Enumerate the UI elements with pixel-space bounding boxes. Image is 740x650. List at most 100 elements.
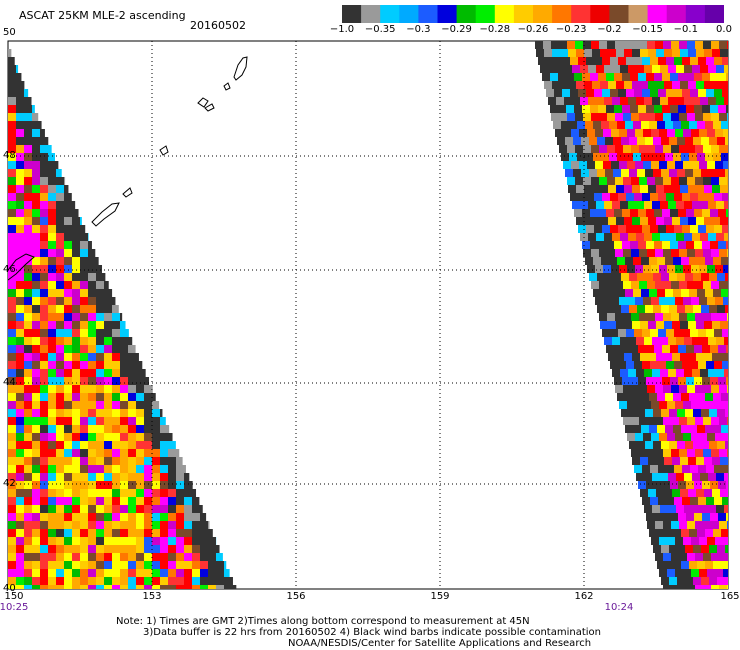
island-outline: [204, 103, 215, 112]
swath-cell: [633, 289, 641, 297]
swath-cell: [632, 217, 640, 225]
swath-cell: [48, 425, 56, 433]
swath-cell: [671, 449, 679, 457]
swath-cell: [607, 249, 615, 257]
swath-cell: [64, 193, 72, 201]
swath-cell: [669, 137, 677, 145]
swath-cell: [673, 393, 681, 401]
swath-cell: [659, 537, 667, 545]
swath-cell: [634, 329, 642, 337]
swath-cell: [112, 577, 120, 585]
swath-cell: [40, 569, 48, 577]
swath-cell: [655, 553, 663, 561]
swath-cell: [650, 193, 658, 201]
swath-cell: [16, 473, 24, 481]
swath-cell: [40, 353, 48, 361]
swath-cell: [595, 161, 603, 169]
swath-cell: [663, 385, 671, 393]
swath-cell: [24, 321, 32, 329]
swath-cell: [573, 169, 581, 177]
swath-cell: [693, 137, 701, 145]
swath-cell: [64, 313, 72, 321]
swath-cell: [8, 209, 16, 217]
swath-cell: [642, 225, 650, 233]
swath-cell: [16, 513, 24, 521]
swath-cell: [704, 49, 712, 57]
swath-cell: [647, 113, 655, 121]
swath-cell: [707, 161, 715, 169]
swath-cell: [673, 121, 681, 129]
swath-cell: [654, 209, 662, 217]
swath-cell: [633, 257, 641, 265]
swath-cell: [678, 105, 686, 113]
swath-cell: [32, 353, 40, 361]
swath-cell: [648, 489, 656, 497]
swath-cell: [72, 233, 80, 241]
colorbar-swatch: [628, 5, 649, 23]
swath-cell: [566, 73, 574, 81]
swath-cell: [536, 49, 544, 57]
swath-cell: [16, 505, 24, 513]
swath-cell: [40, 425, 48, 433]
swath-cell: [657, 529, 665, 537]
swath-cell: [176, 545, 184, 553]
swath-cell: [631, 113, 639, 121]
swath-cell: [668, 473, 676, 481]
swath-cell: [160, 585, 168, 589]
swath-cell: [703, 145, 711, 153]
swath-cell: [72, 521, 80, 529]
swath-cell: [644, 97, 652, 105]
swath-cell: [700, 473, 708, 481]
swath-cell: [8, 337, 16, 345]
swath-cell: [16, 577, 24, 585]
swath-cell: [208, 553, 216, 561]
swath-cell: [88, 393, 96, 401]
swath-cell: [600, 81, 608, 89]
swath-cell: [688, 321, 696, 329]
swath-cell: [24, 81, 25, 89]
swath-cell: [168, 465, 176, 473]
swath-cell: [120, 505, 128, 513]
swath-cell: [717, 577, 725, 585]
island-outline: [223, 82, 231, 91]
swath-cell: [634, 225, 642, 233]
swath-cell: [611, 265, 619, 273]
swath-cell: [8, 153, 16, 161]
swath-cell: [590, 241, 598, 249]
swath-cell: [706, 329, 714, 337]
swath-cell: [684, 473, 692, 481]
swath-cell: [168, 449, 176, 457]
swath-cell: [651, 161, 659, 169]
swath-cell: [725, 137, 728, 145]
swath-cell: [647, 249, 655, 257]
swath-cell: [723, 433, 728, 441]
swath-cell: [168, 441, 176, 449]
swath-cell: [703, 313, 711, 321]
swath-cell: [64, 385, 72, 393]
swath-cell: [591, 177, 599, 185]
swath-cell: [104, 329, 112, 337]
swath-cell: [606, 105, 614, 113]
swath-cell: [564, 65, 572, 73]
swath-cell: [576, 81, 584, 89]
swath-cell: [694, 377, 702, 385]
swath-cell: [40, 537, 48, 545]
swath-cell: [611, 129, 619, 137]
swath-cell: [591, 41, 599, 49]
swath-cell: [128, 497, 136, 505]
swath-cell: [208, 577, 216, 585]
swath-cell: [684, 65, 692, 73]
swath-cell: [667, 401, 675, 409]
swath-cell: [629, 137, 637, 145]
swath-cell: [717, 169, 725, 177]
swath-cell: [660, 201, 668, 209]
swath-cell: [24, 249, 32, 257]
swath-cell: [168, 513, 176, 521]
swath-cell: [192, 577, 200, 585]
swath-cell: [72, 457, 80, 465]
swath-cell: [72, 297, 80, 305]
swath-cell: [48, 145, 52, 153]
swath-cell: [689, 561, 697, 569]
swath-cell: [64, 553, 72, 561]
swath-cell: [591, 113, 599, 121]
